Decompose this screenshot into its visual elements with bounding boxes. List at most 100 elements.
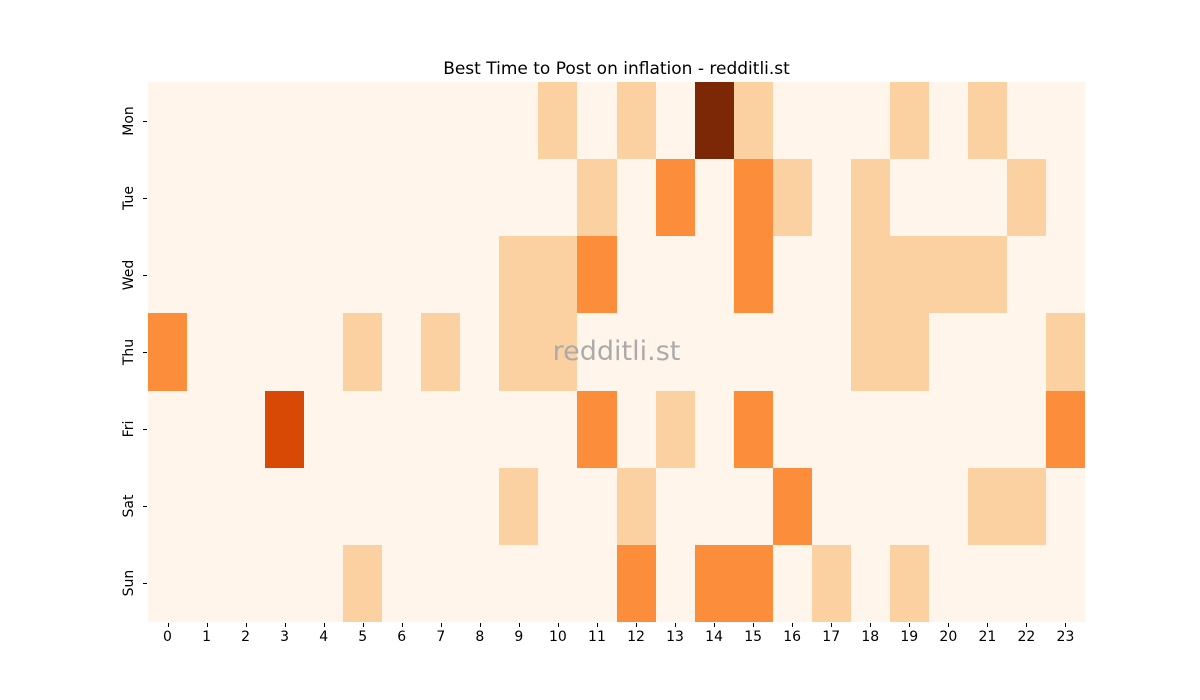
heatmap-cell-Mon-23 bbox=[1045, 82, 1085, 160]
x-tick-mark-5 bbox=[362, 623, 364, 627]
heatmap-cell-Mon-2 bbox=[226, 82, 266, 160]
heatmap-cell-Thu-4 bbox=[304, 313, 344, 391]
heatmap-cell-Tue-12 bbox=[616, 159, 656, 237]
heatmap-cell-Fri-2 bbox=[226, 390, 266, 468]
heatmap-cell-Thu-19 bbox=[889, 313, 929, 391]
heatmap-cell-Fri-23 bbox=[1045, 390, 1085, 468]
x-tick-mark-1 bbox=[206, 623, 208, 627]
heatmap-cell-Wed-21 bbox=[967, 236, 1007, 314]
heatmap-cell-Wed-7 bbox=[421, 236, 461, 314]
x-tick-label-19: 19 bbox=[900, 629, 919, 645]
x-tick-label-5: 5 bbox=[358, 629, 368, 645]
heatmap-cell-Thu-21 bbox=[967, 313, 1007, 391]
heatmap-cell-Mon-1 bbox=[187, 82, 227, 160]
heatmap-cell-Wed-9 bbox=[499, 236, 539, 314]
heatmap-cell-Fri-4 bbox=[304, 390, 344, 468]
y-tick-mark-Fri bbox=[143, 429, 147, 431]
heatmap-cell-Sun-17 bbox=[811, 544, 851, 622]
heatmap-cell-Wed-22 bbox=[1006, 236, 1046, 314]
heatmap-cell-Fri-7 bbox=[421, 390, 461, 468]
heatmap-cell-Thu-20 bbox=[928, 313, 968, 391]
heatmap-cell-Mon-11 bbox=[577, 82, 617, 160]
x-tick-mark-8 bbox=[479, 623, 481, 627]
heatmap-cell-Tue-22 bbox=[1006, 159, 1046, 237]
heatmap-cell-Fri-15 bbox=[733, 390, 773, 468]
x-tick-label-15: 15 bbox=[744, 629, 763, 645]
heatmap-cell-Thu-3 bbox=[265, 313, 305, 391]
heatmap-cell-Sun-9 bbox=[499, 544, 539, 622]
y-tick-label-Fri: Fri bbox=[121, 420, 137, 438]
heatmap-cell-Tue-10 bbox=[538, 159, 578, 237]
heatmap-cell-Fri-5 bbox=[343, 390, 383, 468]
heatmap-cell-Wed-15 bbox=[733, 236, 773, 314]
heatmap-cell-Sat-19 bbox=[889, 467, 929, 545]
heatmap-cell-Sun-4 bbox=[304, 544, 344, 622]
heatmap-cell-Thu-23 bbox=[1045, 313, 1085, 391]
heatmap-cell-Sat-6 bbox=[382, 467, 422, 545]
heatmap-cell-Tue-4 bbox=[304, 159, 344, 237]
y-tick-label-Sat: Sat bbox=[121, 494, 137, 518]
y-tick-label-Sun: Sun bbox=[121, 570, 137, 597]
heatmap-cell-Fri-22 bbox=[1006, 390, 1046, 468]
heatmap-cell-Sat-14 bbox=[694, 467, 734, 545]
heatmap-cell-Thu-15 bbox=[733, 313, 773, 391]
heatmap-cell-Wed-2 bbox=[226, 236, 266, 314]
heatmap-cell-Tue-2 bbox=[226, 159, 266, 237]
heatmap-cell-Wed-17 bbox=[811, 236, 851, 314]
heatmap-cell-Sat-8 bbox=[460, 467, 500, 545]
heatmap-cell-Mon-18 bbox=[850, 82, 890, 160]
heatmap-cell-Wed-3 bbox=[265, 236, 305, 314]
heatmap-cell-Sun-8 bbox=[460, 544, 500, 622]
heatmap-cell-Mon-8 bbox=[460, 82, 500, 160]
x-tick-mark-14 bbox=[714, 623, 716, 627]
x-tick-label-3: 3 bbox=[280, 629, 290, 645]
y-tick-mark-Wed bbox=[143, 274, 147, 276]
y-tick-mark-Sat bbox=[143, 506, 147, 508]
heatmap-cell-Mon-19 bbox=[889, 82, 929, 160]
heatmap-cell-Tue-11 bbox=[577, 159, 617, 237]
heatmap-cell-Sun-16 bbox=[772, 544, 812, 622]
heatmap-cell-Tue-5 bbox=[343, 159, 383, 237]
heatmap-cell-Thu-5 bbox=[343, 313, 383, 391]
heatmap-cell-Sun-0 bbox=[148, 544, 188, 622]
y-tick-label-Thu: Thu bbox=[121, 338, 137, 366]
x-tick-label-20: 20 bbox=[939, 629, 958, 645]
heatmap-cell-Wed-6 bbox=[382, 236, 422, 314]
heatmap-cell-Sun-11 bbox=[577, 544, 617, 622]
heatmap-cell-Tue-17 bbox=[811, 159, 851, 237]
heatmap-cell-Thu-13 bbox=[655, 313, 695, 391]
x-tick-label-23: 23 bbox=[1056, 629, 1075, 645]
heatmap-cell-Sat-5 bbox=[343, 467, 383, 545]
x-tick-mark-2 bbox=[245, 623, 247, 627]
heatmap-cell-Sat-20 bbox=[928, 467, 968, 545]
y-tick-label-Wed: Wed bbox=[121, 259, 137, 291]
x-tick-label-9: 9 bbox=[514, 629, 524, 645]
x-tick-label-4: 4 bbox=[319, 629, 329, 645]
x-tick-label-17: 17 bbox=[822, 629, 841, 645]
x-tick-label-14: 14 bbox=[705, 629, 723, 645]
heatmap-cell-Sat-3 bbox=[265, 467, 305, 545]
heatmap-cell-Tue-15 bbox=[733, 159, 773, 237]
heatmap-cell-Sat-17 bbox=[811, 467, 851, 545]
heatmap-cell-Wed-16 bbox=[772, 236, 812, 314]
heatmap-cell-Fri-21 bbox=[967, 390, 1007, 468]
heatmap-cell-Tue-9 bbox=[499, 159, 539, 237]
heatmap-cell-Sun-12 bbox=[616, 544, 656, 622]
x-tick-label-10: 10 bbox=[549, 629, 567, 645]
heatmap-cell-Tue-20 bbox=[928, 159, 968, 237]
heatmap-cell-Sun-18 bbox=[850, 544, 890, 622]
x-tick-label-18: 18 bbox=[861, 629, 880, 645]
heatmap-cell-Tue-0 bbox=[148, 159, 188, 237]
x-tick-mark-3 bbox=[284, 623, 286, 627]
heatmap-cell-Tue-19 bbox=[889, 159, 929, 237]
heatmap-cell-Thu-10 bbox=[538, 313, 578, 391]
heatmap-cell-Wed-14 bbox=[694, 236, 734, 314]
heatmap-cell-Fri-1 bbox=[187, 390, 227, 468]
heatmap-cell-Sun-20 bbox=[928, 544, 968, 622]
heatmap-cell-Thu-0 bbox=[148, 313, 188, 391]
heatmap-cell-Sat-11 bbox=[577, 467, 617, 545]
x-tick-mark-6 bbox=[401, 623, 403, 627]
heatmap-cell-Thu-14 bbox=[694, 313, 734, 391]
heatmap-cell-Fri-14 bbox=[694, 390, 734, 468]
